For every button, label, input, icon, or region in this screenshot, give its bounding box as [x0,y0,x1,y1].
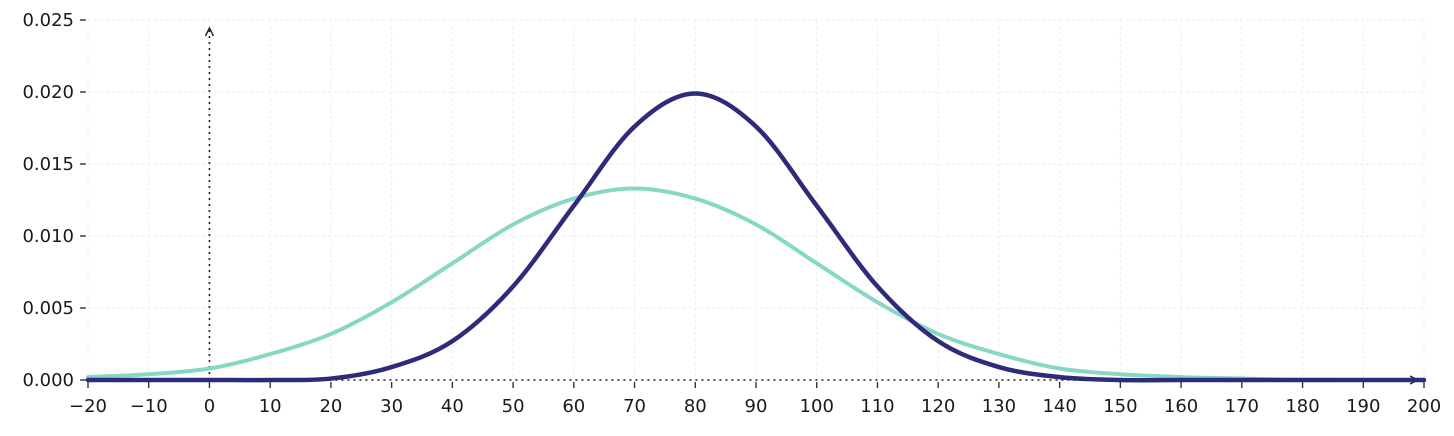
y-tick-label: 0.025 [22,10,74,31]
series-line-2 [86,186,1426,383]
y-tick-label: 0.005 [22,298,74,319]
x-tick-label: 40 [441,396,464,417]
x-tick-label: 50 [502,396,525,417]
y-tick-label: 0.015 [22,154,74,175]
x-tick-label: −10 [130,396,168,417]
x-tick-label: 80 [684,396,707,417]
y-tick-label: 0.020 [22,82,74,103]
x-tick-label: 110 [860,396,894,417]
axis-guides [204,26,1420,385]
y-axis-arrow [204,26,215,37]
x-tick-label: 160 [1164,396,1198,417]
x-tick-label: 120 [921,396,955,417]
x-tick-label: 60 [562,396,585,417]
series-layer [85,91,1427,383]
x-tick-label: 140 [1042,396,1076,417]
series-line-1 [85,91,1427,383]
x-tick-label: 90 [745,396,768,417]
grid-layer [87,19,1425,381]
x-tick-label: 70 [623,396,646,417]
x-tick-label: 170 [1225,396,1259,417]
x-tick-label: 20 [319,396,342,417]
x-tick-label: 200 [1407,396,1441,417]
x-tick-label: 0 [204,396,215,417]
x-tick-label: 190 [1346,396,1380,417]
x-tick-label: 100 [800,396,834,417]
x-tick-label: 180 [1285,396,1319,417]
x-tick-label: −20 [69,396,107,417]
x-tick-label: 10 [259,396,282,417]
tick-layer: 0.000 0.005 0.010 0.015 0.020 0.025 −20 −10 0 10 2… [22,10,1441,417]
x-tick-label: 130 [982,396,1016,417]
y-tick-label: 0.010 [22,226,74,247]
y-tick-label: 0.000 [22,370,74,391]
x-tick-label: 150 [1103,396,1137,417]
x-tick-label: 30 [380,396,403,417]
